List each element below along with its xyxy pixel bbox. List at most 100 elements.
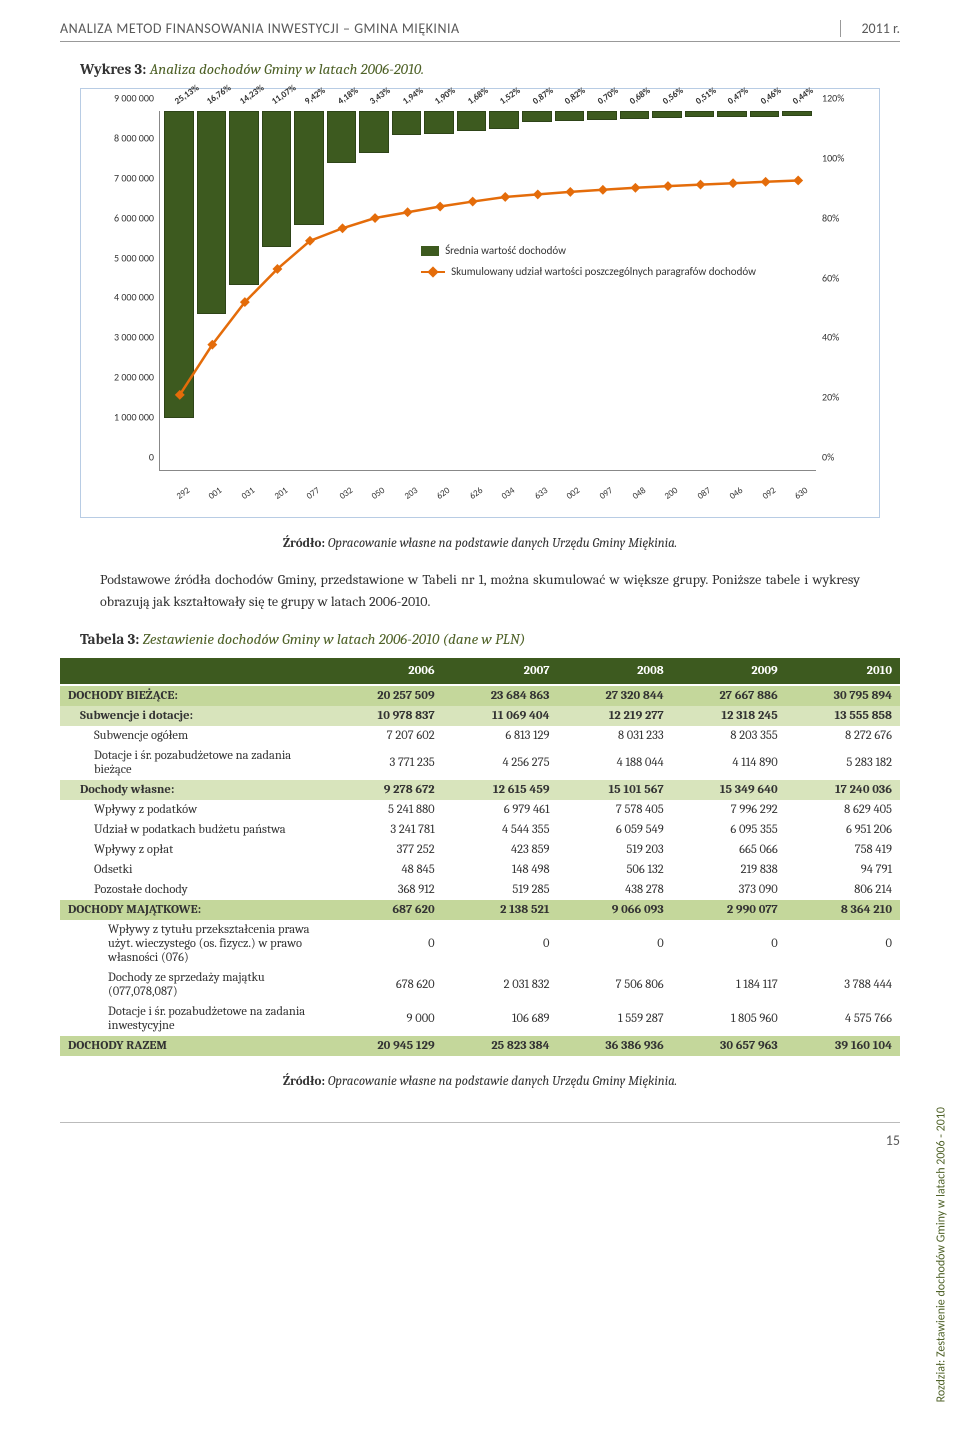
chart-ytick: 5 000 000 [90, 251, 154, 264]
chart-plot-area: 25,13%29216,76%00114,23%03111,07%2019,42… [159, 111, 816, 471]
table-cell-value: 30 795 894 [786, 685, 900, 706]
table-cell-value: 8 629 405 [786, 800, 900, 820]
chart-y2tick: 40% [822, 331, 866, 344]
chart-bar-pct-label: 0,70% [596, 85, 621, 107]
chart-bar-pct-label: 14,23% [238, 82, 267, 107]
table-cell-value: 5 241 880 [330, 800, 443, 820]
table-cell-value: 373 090 [672, 880, 786, 900]
chart-bar-slot: 0,46%092 [750, 111, 780, 470]
table-cell-value: 17 240 036 [786, 780, 900, 800]
table-cell-value: 8 031 233 [558, 726, 672, 746]
table-cell-value: 0 [330, 920, 443, 968]
table-cell-value: 12 219 277 [558, 706, 672, 726]
chart-bar-slot: 0,56%200 [652, 111, 682, 470]
table-cell-value: 758 419 [786, 840, 900, 860]
table-row: Dochody ze sprzedaży majątku (077,078,08… [60, 968, 900, 1002]
table-row: Wpływy z podatków5 241 8806 979 4617 578… [60, 800, 900, 820]
table-cell-value: 15 349 640 [672, 780, 786, 800]
table-cell-value: 27 667 886 [672, 685, 786, 706]
table-cell-label: Pozostałe dochody [60, 880, 330, 900]
chart-bar [229, 111, 259, 285]
chart-ytick: 4 000 000 [90, 291, 154, 304]
table-cell-value: 6 979 461 [443, 800, 558, 820]
table-row: Subwencje ogółem7 207 6026 813 1298 031 … [60, 726, 900, 746]
table-cell-value: 8 364 210 [786, 900, 900, 920]
chart-bar-pct-label: 1,68% [465, 85, 490, 107]
page-header: ANALIZA METOD FINANSOWANIA INWESTYCJI – … [60, 20, 900, 42]
table-cell-value: 39 160 104 [786, 1036, 900, 1056]
chart-bar-slot: 4,18%032 [327, 111, 357, 470]
table-row: Subwencje i dotacje:10 978 83711 069 404… [60, 706, 900, 726]
caption1-title: Analiza dochodów Gminy w latach 2006-201… [150, 60, 424, 78]
table-row: Wpływy z opłat377 252423 859519 203665 0… [60, 840, 900, 860]
chart-bar [717, 111, 747, 117]
table-cell-label: DOCHODY BIEŻĄCE: [60, 685, 330, 706]
chart-bar-slot: 0,68%048 [620, 111, 650, 470]
table-cell-value: 23 684 863 [443, 685, 558, 706]
table-cell-value: 1 805 960 [672, 1002, 786, 1036]
table-header-cell [60, 658, 330, 685]
table-cell-value: 3 771 235 [330, 746, 443, 780]
legend-item-line: Skumulowany udział wartości poszczególny… [421, 262, 756, 283]
footer-rule [60, 1122, 900, 1123]
table-cell-value: 8 203 355 [672, 726, 786, 746]
table-cell-value: 7 506 806 [558, 968, 672, 1002]
chart-bar [489, 111, 519, 129]
chart-bar-pct-label: 4,18% [335, 85, 360, 107]
table-cell-value: 4 188 044 [558, 746, 672, 780]
chart-bar-slot: 11,07%201 [262, 111, 292, 470]
table-cell-value: 106 689 [443, 1002, 558, 1036]
table-source: Źródło: Opracowanie własne na podstawie … [60, 1074, 900, 1089]
chart-bar-pct-label: 1,52% [498, 85, 523, 107]
chart-bar-pct-label: 0,51% [693, 85, 718, 107]
chart-bar-slot: 0,82%002 [555, 111, 585, 470]
chart-ytick: 9 000 000 [90, 92, 154, 105]
chart-bar [750, 111, 780, 117]
table-cell-label: Subwencje ogółem [60, 726, 330, 746]
chart-bar [587, 111, 617, 120]
table-header-cell: 2010 [786, 658, 900, 685]
chart-bar [327, 111, 357, 163]
table-cell-value: 20 257 509 [330, 685, 443, 706]
table-cell-value: 15 101 567 [558, 780, 672, 800]
chart-legend: Średnia wartość dochodów Skumulowany udz… [421, 241, 756, 283]
chart-bar-pct-label: 1,94% [400, 85, 425, 107]
chart-bar-pct-label: 3,43% [368, 85, 393, 107]
table-cell-value: 1 184 117 [672, 968, 786, 1002]
chart-bar-pct-label: 25,13% [172, 82, 201, 107]
chart-ytick: 3 000 000 [90, 331, 154, 344]
table-cell-value: 0 [443, 920, 558, 968]
table-cell-value: 519 285 [443, 880, 558, 900]
chart-bar [424, 111, 454, 134]
chart-bar [262, 111, 292, 247]
table-cell-value: 6 951 206 [786, 820, 900, 840]
table-cell-value: 377 252 [330, 840, 443, 860]
income-table: 20062007200820092010 DOCHODY BIEŻĄCE:20 … [60, 658, 900, 1056]
chart-bar-pct-label: 9,42% [303, 85, 328, 107]
paragraph-1: Podstawowe źródła dochodów Gminy, przeds… [100, 569, 860, 612]
chart-bar [685, 111, 715, 117]
table-row: Dochody własne:9 278 67212 615 45915 101… [60, 780, 900, 800]
chart-bar-pct-label: 0,87% [530, 85, 555, 107]
table-cell-value: 13 555 858 [786, 706, 900, 726]
chart-bar-slot: 0,51%087 [685, 111, 715, 470]
side-chapter-label: Rozdział: Zestawienie dochodów Gminy w l… [934, 1107, 948, 1402]
source-prefix-2: Źródło: [283, 1074, 328, 1089]
chart-bar [782, 111, 812, 116]
table-cell-label: Wpływy z tytułu przekształcenia prawa uż… [60, 920, 330, 968]
table-cell-value: 506 132 [558, 860, 672, 880]
chart-ytick: 8 000 000 [90, 131, 154, 144]
page-number: 15 [886, 1132, 900, 1149]
table-header-cell: 2008 [558, 658, 672, 685]
table-row: Udział w podatkach budżetu państwa3 241 … [60, 820, 900, 840]
chart-y2tick: 60% [822, 271, 866, 284]
table-cell-value: 25 823 384 [443, 1036, 558, 1056]
table-cell-value: 3 788 444 [786, 968, 900, 1002]
table-row: Dotacje i śr. pozabudżetowe na zadania b… [60, 746, 900, 780]
table-cell-value: 9 066 093 [558, 900, 672, 920]
table-header-cell: 2009 [672, 658, 786, 685]
chart-ytick: 2 000 000 [90, 371, 154, 384]
legend-swatch-line [421, 271, 445, 273]
chart-bar-slot: 16,76%001 [197, 111, 227, 470]
table-cell-label: Wpływy z opłat [60, 840, 330, 860]
